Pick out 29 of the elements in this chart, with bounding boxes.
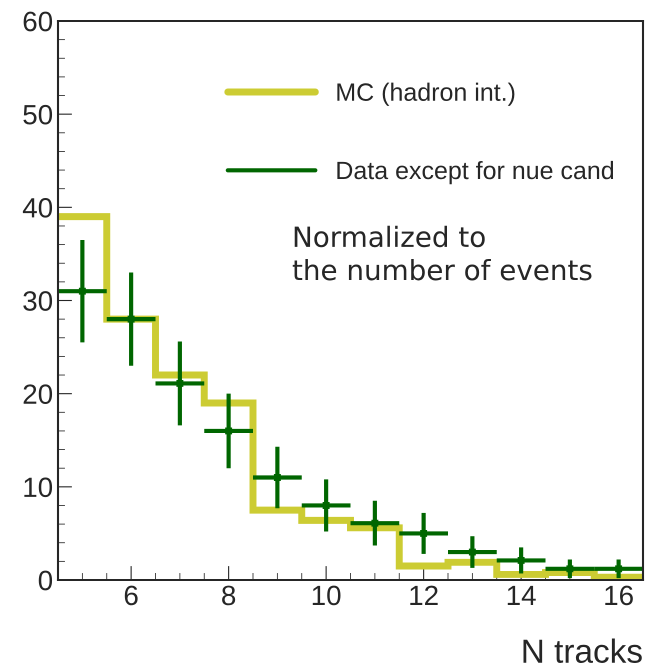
- point: [176, 380, 184, 387]
- y-tick-label: 0: [38, 570, 52, 590]
- legend-label: MC (hadron int.): [337, 82, 514, 106]
- x-tick-label: 10: [312, 586, 340, 606]
- point: [225, 427, 232, 434]
- point: [322, 502, 330, 509]
- point: [371, 520, 378, 527]
- y-tick-label: 60: [24, 12, 52, 32]
- point: [566, 565, 574, 572]
- y-tick-label: 30: [23, 291, 52, 311]
- x-tick-label: 6: [124, 586, 138, 606]
- annotation: Normalized to the number of events: [292, 226, 592, 280]
- point: [78, 288, 86, 295]
- x-tick-label: 8: [222, 586, 236, 606]
- legend-label: Data except for nue cand: [337, 160, 614, 184]
- point: [274, 474, 281, 481]
- x-tick-label: 12: [410, 586, 438, 605]
- x-tick-label: 16: [605, 586, 633, 606]
- x-tick-label: 14: [508, 586, 536, 605]
- y-tick-label: 20: [24, 384, 52, 404]
- point: [128, 316, 135, 323]
- y-tick-label: 10: [24, 478, 52, 498]
- point: [615, 565, 622, 572]
- y-tick-label: 50: [23, 104, 52, 125]
- point: [420, 530, 428, 537]
- point: [468, 548, 476, 556]
- y-tick-label: 40: [22, 198, 52, 218]
- x-axis-title: N tracks: [524, 638, 642, 664]
- point: [518, 556, 525, 564]
